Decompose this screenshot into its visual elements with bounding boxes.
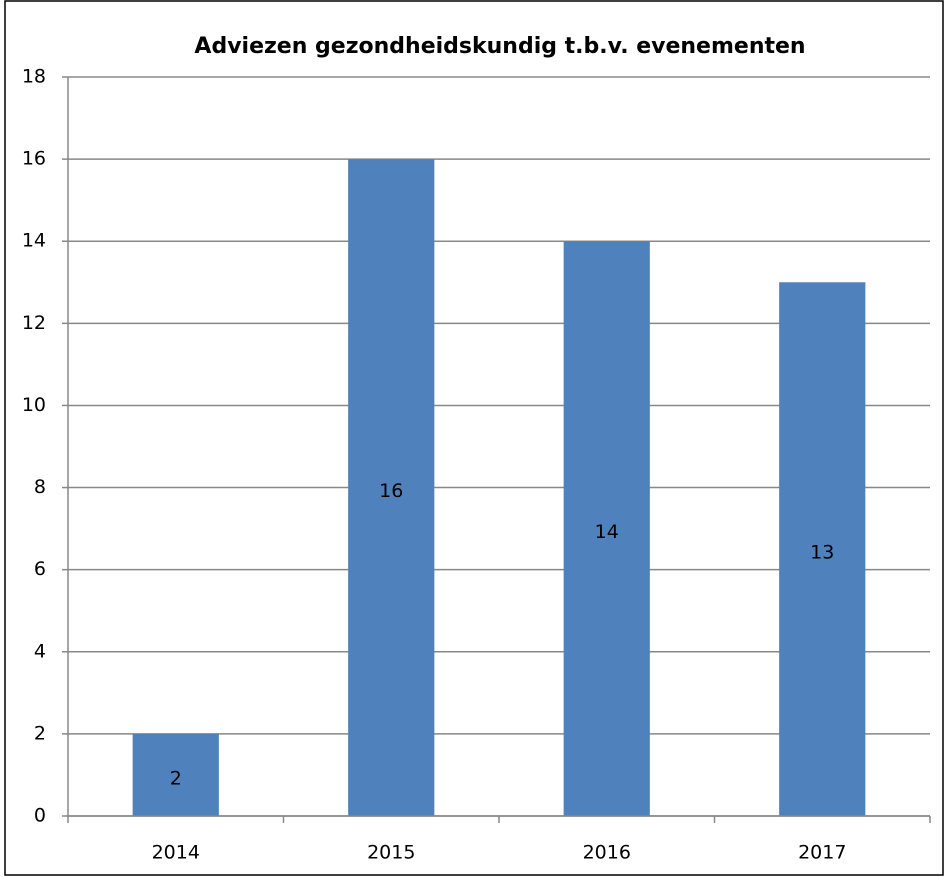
bar [348, 159, 435, 817]
bar [132, 733, 219, 816]
y-tick-label: 8 [34, 476, 46, 498]
y-tick-label: 4 [34, 640, 46, 662]
x-tick-label: 2015 [367, 842, 415, 864]
bar [779, 282, 866, 816]
data-label: 2 [170, 767, 182, 789]
x-tick-label: 2017 [798, 842, 846, 864]
data-label: 16 [379, 480, 403, 502]
y-tick-label: 2 [34, 722, 46, 744]
y-tick-label: 6 [34, 558, 46, 580]
y-tick-label: 16 [22, 148, 46, 170]
y-tick-label: 12 [22, 312, 46, 334]
chart-title: Adviezen gezondheidskundig t.b.v. evenem… [194, 34, 805, 59]
x-tick-label: 2014 [152, 842, 200, 864]
x-tick-label: 2016 [583, 842, 631, 864]
y-tick-label: 0 [34, 805, 46, 827]
data-label: 13 [810, 542, 834, 564]
y-tick-label: 10 [22, 394, 46, 416]
bar [563, 241, 650, 816]
data-label: 14 [595, 521, 619, 543]
y-tick-label: 18 [22, 66, 46, 88]
y-tick-label: 14 [22, 230, 46, 252]
